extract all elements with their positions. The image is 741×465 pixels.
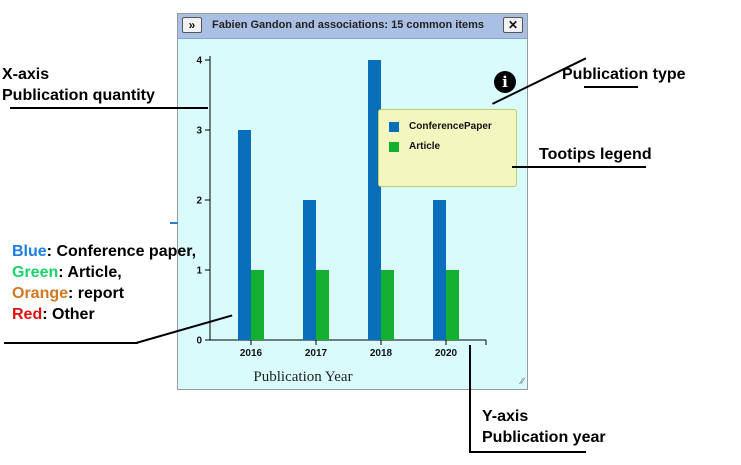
x-tick-label: 2016 [240,348,263,359]
color-key-word: Orange [12,285,69,302]
bar-article-2020 [446,270,459,340]
annotation-tooltips: Tootips legend [539,146,652,163]
bar-article-2017 [316,270,329,340]
y-tick-label: 0 [196,336,202,347]
annotation-yaxis-title: Y-axis [482,408,529,425]
annotation-line [469,345,471,453]
color-key-text: : Other [42,306,95,323]
bar-article-2016 [251,270,264,340]
annotation-pubtype: Publication type [562,66,686,83]
annotation-line [512,166,646,168]
annotation-line [469,451,586,453]
tooltip-legend: ConferencePaper Article [378,109,517,187]
x-tick-label: 2020 [435,348,458,359]
x-tick-label: 2017 [305,348,328,359]
y-tick-label: 2 [196,196,202,207]
connector-stub [170,222,178,224]
annotation-yaxis-sub: Publication year [482,429,606,446]
bar-conferencepaper-2016 [238,130,251,340]
legend-swatch [389,142,399,152]
resize-handle-icon[interactable]: ∕∕ [520,376,524,386]
color-key-word: Green [12,264,59,281]
double-chevron-down-icon: » [188,18,196,32]
close-icon: ✕ [507,18,519,32]
bar-conferencepaper-2017 [303,200,316,340]
legend-label: ConferencePaper [409,121,492,132]
color-key-item: Orange: report [12,283,124,304]
color-key-text: : Article, [58,264,122,281]
legend-label: Article [409,141,441,152]
y-tick-label: 1 [196,266,202,277]
x-axis-label: Publication Year [253,369,352,385]
color-key-word: Red [12,306,43,323]
window-title: Fabien Gandon and associations: 15 commo… [212,19,485,31]
bar-chart: 0 1 2 3 4 2016 2017 2018 2020 Publication Year [196,56,487,385]
annotation-line [4,342,138,344]
y-tick-label: 4 [196,56,202,67]
close-button[interactable]: ✕ [503,17,523,33]
y-tick-label: 3 [196,126,202,137]
annotation-line [10,107,208,109]
color-key-word: Blue [12,243,47,260]
color-key-item: Blue: Conference paper, [12,241,196,262]
color-key-text: : Conference paper, [46,243,197,260]
info-icon[interactable]: i [494,71,516,93]
annotation-xaxis-title: X-axis [2,66,50,83]
annotation-line [584,86,638,88]
color-key-item: Red: Other [12,304,95,325]
annotation-xaxis-sub: Publication quantity [2,87,155,104]
x-tick-label: 2018 [370,348,393,359]
window-titlebar[interactable]: » Fabien Gandon and associations: 15 com… [178,14,527,39]
bar-article-2018 [381,270,394,340]
bar-conferencepaper-2020 [433,200,446,340]
publication-chart-window: » Fabien Gandon and associations: 15 com… [177,13,528,390]
legend-swatch [389,122,399,132]
color-key-text: : report [68,285,125,302]
bar-conferencepaper-2018 [368,60,381,340]
color-key-item: Green: Article, [12,262,122,283]
collapse-button[interactable]: » [182,17,202,33]
